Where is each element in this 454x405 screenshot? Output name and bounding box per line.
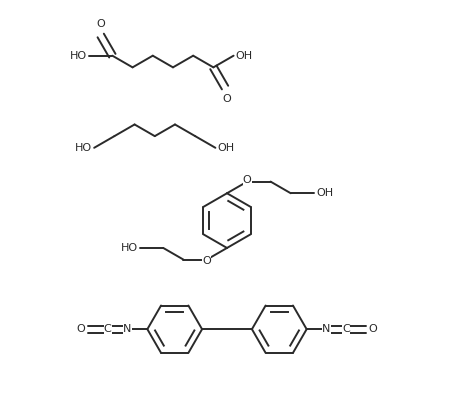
Text: O: O [243,175,252,185]
Text: O: O [96,19,105,29]
Text: O: O [202,256,211,266]
Text: OH: OH [316,188,333,198]
Text: N: N [123,324,132,334]
Text: O: O [222,94,232,104]
Text: HO: HO [75,143,92,153]
Text: HO: HO [70,51,87,61]
Text: OH: OH [236,51,253,61]
Text: O: O [77,324,85,334]
Text: C: C [342,324,350,334]
Text: OH: OH [217,143,235,153]
Text: O: O [369,324,377,334]
Text: C: C [104,324,112,334]
Text: HO: HO [121,243,138,253]
Text: N: N [322,324,331,334]
